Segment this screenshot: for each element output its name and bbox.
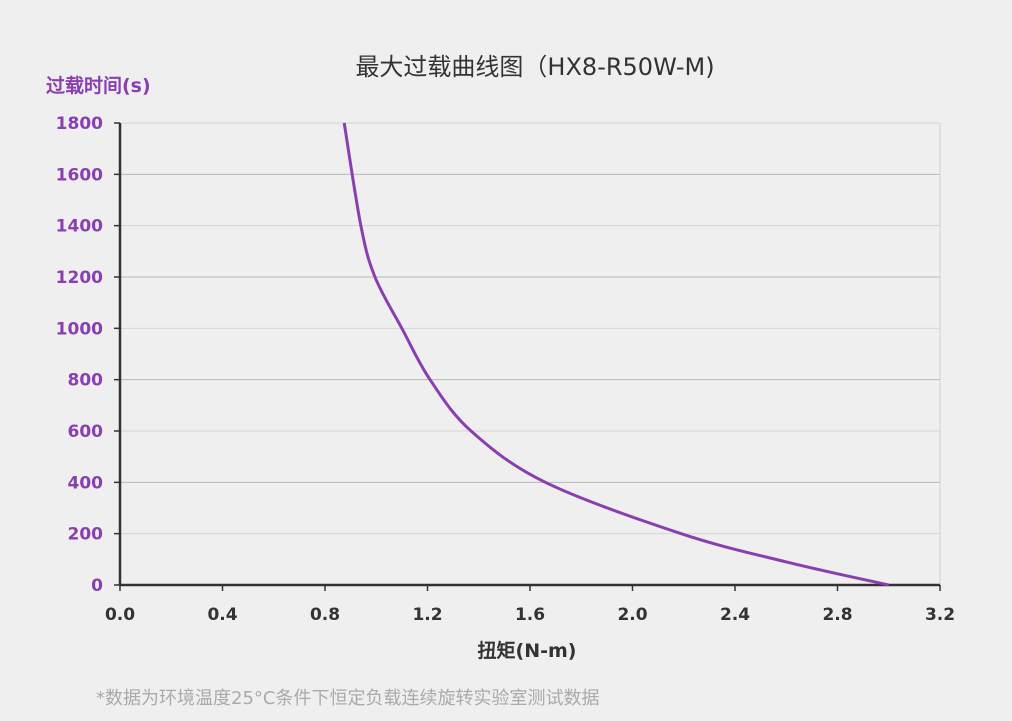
x-tick-label: 1.2 bbox=[412, 605, 442, 625]
y-tick-label: 1000 bbox=[56, 319, 103, 339]
y-tick-label: 1800 bbox=[56, 114, 103, 134]
series-line-overload bbox=[342, 122, 890, 587]
y-tick-label: 200 bbox=[68, 525, 104, 545]
x-tick-label: 0.8 bbox=[310, 605, 340, 625]
y-tick-label: 400 bbox=[68, 473, 104, 493]
y-tick-label: 1400 bbox=[56, 217, 103, 237]
x-axis-label: 扭矩(N-m) bbox=[478, 639, 577, 662]
y-tick-label: 1600 bbox=[56, 165, 103, 185]
y-axis-label: 过载时间(s) bbox=[46, 74, 151, 97]
y-tick-label: 800 bbox=[68, 371, 104, 391]
x-tick-label: 2.0 bbox=[617, 605, 647, 625]
chart-title: 最大过载曲线图（HX8-R50W-M) bbox=[355, 53, 714, 81]
footnote: *数据为环境温度25°C条件下恒定负载连续旋转实验室测试数据 bbox=[96, 688, 599, 709]
y-tick-label: 1200 bbox=[56, 268, 103, 288]
x-tick-label: 0.4 bbox=[207, 605, 237, 625]
x-tick-label: 1.6 bbox=[515, 605, 545, 625]
x-tick-label: 2.8 bbox=[822, 605, 852, 625]
x-tick-label: 2.4 bbox=[720, 605, 750, 625]
y-tick-label: 0 bbox=[91, 576, 103, 596]
x-tick-label: 0.0 bbox=[105, 605, 135, 625]
y-tick-label: 600 bbox=[68, 422, 104, 442]
x-tick-label: 3.2 bbox=[925, 605, 955, 625]
